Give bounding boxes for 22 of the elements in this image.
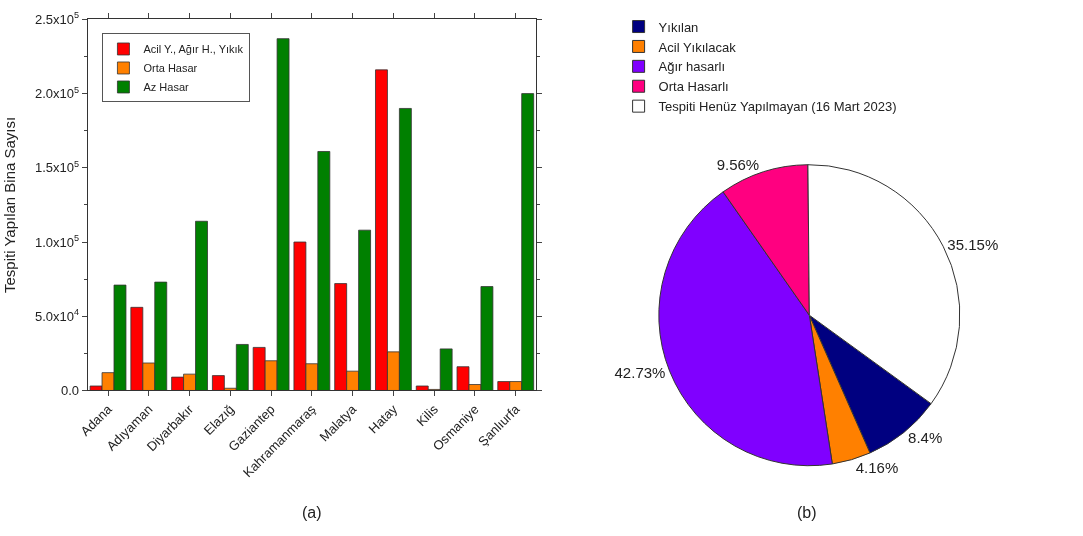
y-tick-label: 2.0x10$^{5}$ [34, 84, 80, 102]
data-label: 35.15% [947, 235, 999, 253]
legend-label: Yıkılan [658, 19, 699, 35]
y-tick-label: 1.5x10$^{5}$ [34, 158, 80, 176]
y-axis-title: Tespiti Yapılan Bina Sayısı [1, 116, 19, 294]
legend-label: Acil Yıkılacak [658, 39, 737, 55]
legend-label: Az Hasar [143, 81, 189, 94]
y-tick-label: 5.0x10$^{4}$ [34, 307, 80, 324]
legend-label: Tespiti Henüz Yapılmayan (16 Mart 2023) [658, 99, 897, 115]
legend-label: Orta Hasarlı [658, 79, 729, 95]
legend-label: Acil Y., Ağır H., Yıkık [143, 43, 244, 56]
data-label: 4.16% [855, 459, 899, 477]
data-label: 9.56% [716, 155, 760, 173]
text: (a) [302, 504, 322, 521]
y-tick-label: 0.0 [60, 383, 80, 399]
text: (b) [797, 504, 817, 521]
data-label: 42.73% [614, 363, 666, 381]
legend-label: Ağır hasarlı [658, 59, 726, 75]
y-tick-label: 2.5x10$^{5}$ [34, 10, 80, 27]
data-label: 8.4% [908, 429, 943, 447]
y-tick-label: 1.0x10$^{5}$ [34, 233, 80, 250]
legend-label: Orta Hasar [143, 62, 198, 75]
